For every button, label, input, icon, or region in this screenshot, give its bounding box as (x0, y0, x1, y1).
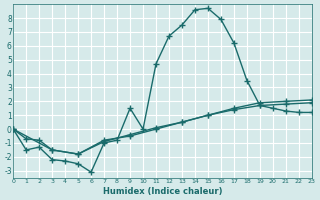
X-axis label: Humidex (Indice chaleur): Humidex (Indice chaleur) (103, 187, 222, 196)
